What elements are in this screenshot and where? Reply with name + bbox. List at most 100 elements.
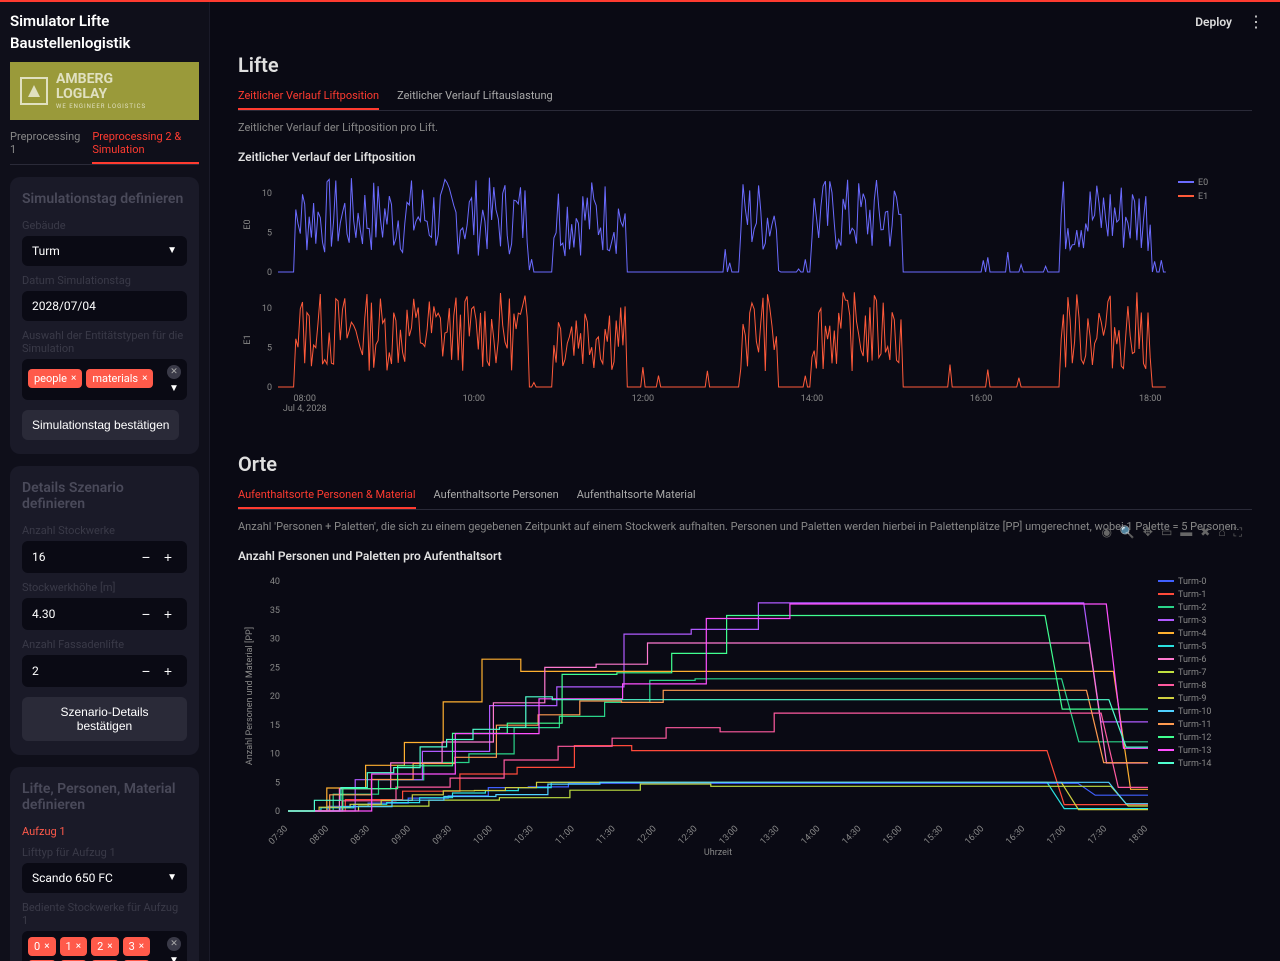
svg-text:Turm-7: Turm-7 (1178, 668, 1206, 678)
remove-tag-icon[interactable]: × (107, 941, 112, 952)
decrement-button[interactable]: − (137, 549, 155, 565)
height-value: 4.30 (32, 607, 133, 621)
pan-icon[interactable]: ✥ (1143, 525, 1153, 540)
svg-text:14:30: 14:30 (841, 824, 864, 847)
chevron-down-icon[interactable]: ▼ (169, 383, 179, 394)
floor-tag[interactable]: 1 × (60, 937, 88, 956)
floor-tag-input[interactable]: 0 ×1 ×2 ×3 ×4 ×5 ×6 ×7 ×8 ×9 ×10 ×11 ×12… (22, 931, 187, 961)
deploy-button[interactable]: Deploy (1195, 15, 1232, 29)
increment-button[interactable]: + (159, 606, 177, 622)
home-icon[interactable]: ⌂ (1218, 525, 1225, 540)
svg-text:12:00: 12:00 (636, 824, 659, 847)
floor-tag[interactable]: 2 × (91, 937, 119, 956)
increment-button[interactable]: + (159, 549, 177, 565)
svg-text:16:00: 16:00 (963, 824, 986, 847)
svg-text:0: 0 (275, 807, 280, 817)
date-value: 2028/07/04 (32, 299, 96, 313)
confirm-simulationstag-button[interactable]: Simulationstag bestätigen (22, 410, 179, 440)
kebab-menu-icon[interactable]: ⋮ (1248, 12, 1264, 31)
svg-text:5: 5 (267, 343, 272, 353)
entity-tag[interactable]: people × (28, 369, 82, 388)
svg-text:Turm-10: Turm-10 (1178, 707, 1211, 717)
svg-text:20: 20 (270, 692, 280, 702)
sidebar-tab-preprocessing2[interactable]: Preprocessing 2 & Simulation (92, 130, 199, 164)
svg-text:13:00: 13:00 (718, 824, 741, 847)
svg-text:16:00: 16:00 (970, 394, 992, 404)
svg-text:Turm-8: Turm-8 (1178, 681, 1206, 691)
svg-text:13:30: 13:30 (759, 824, 782, 847)
autoscale-icon[interactable]: ✖ (1200, 525, 1210, 540)
height-input[interactable]: 4.30 − + (22, 598, 187, 630)
section-desc: Zeitlicher Verlauf der Liftposition pro … (238, 121, 1252, 134)
brand-logo: AMBERG LOGLAY WE ENGINEER LOGISTICS (10, 62, 199, 120)
svg-text:Turm-3: Turm-3 (1178, 616, 1206, 626)
svg-text:Turm-0: Turm-0 (1178, 577, 1206, 587)
remove-tag-icon[interactable]: × (139, 941, 144, 952)
remove-tag-icon[interactable]: × (44, 941, 49, 952)
sidebar-tabs: Preprocessing 1 Preprocessing 2 & Simula… (10, 130, 199, 165)
svg-text:Jul 4, 2028: Jul 4, 2028 (283, 404, 327, 412)
lifttype-value: Scando 650 FC (32, 871, 113, 885)
svg-text:11:30: 11:30 (595, 824, 618, 847)
decrement-button[interactable]: − (137, 606, 155, 622)
floor-tag[interactable]: 0 × (28, 937, 56, 956)
clear-tags-icon[interactable]: ✕ (167, 937, 181, 951)
sidebar-tab-preprocessing1[interactable]: Preprocessing 1 (10, 130, 80, 164)
svg-text:5: 5 (275, 778, 280, 788)
svg-text:07:30: 07:30 (267, 824, 290, 847)
field-label-date: Datum Simulationstag (22, 274, 187, 287)
topbar: Deploy ⋮ (210, 2, 1280, 41)
increment-button[interactable]: + (159, 663, 177, 679)
svg-text:09:00: 09:00 (390, 824, 413, 847)
svg-text:10:00: 10:00 (463, 394, 485, 404)
floors-input[interactable]: 16 − + (22, 541, 187, 573)
building-select[interactable]: Turm ▼ (22, 236, 187, 266)
panel-simulationstag: Simulationstag definieren Gebäude Turm ▼… (10, 177, 199, 454)
logo-tagline: WE ENGINEER LOGISTICS (56, 103, 146, 110)
svg-text:08:30: 08:30 (349, 824, 372, 847)
field-label-lifttype: Lifttyp für Aufzug 1 (22, 846, 187, 859)
entity-tag-input[interactable]: people ×materials × ✕ ▼ (22, 359, 187, 400)
building-value: Turm (32, 244, 60, 258)
camera-icon[interactable]: ◉ (1101, 525, 1111, 540)
svg-text:17:00: 17:00 (1045, 824, 1068, 847)
entity-tag[interactable]: materials × (86, 369, 153, 388)
svg-text:18:00: 18:00 (1139, 394, 1161, 404)
tab-material[interactable]: Aufenthaltsorte Material (577, 488, 696, 509)
svg-text:Turm-12: Turm-12 (1178, 733, 1211, 743)
svg-text:15: 15 (270, 721, 280, 731)
clear-tags-icon[interactable]: ✕ (167, 365, 181, 379)
remove-tag-icon[interactable]: × (76, 941, 81, 952)
svg-text:Turm-2: Turm-2 (1178, 603, 1206, 613)
remove-tag-icon[interactable]: × (71, 373, 76, 384)
date-input[interactable]: 2028/07/04 (22, 291, 187, 321)
tab-personen-material[interactable]: Aufenthaltsorte Personen & Material (238, 488, 416, 509)
tab-personen[interactable]: Aufenthaltsorte Personen (434, 488, 559, 509)
decrement-button[interactable]: − (137, 663, 155, 679)
app-subtitle: Baustellenlogistik (10, 34, 199, 52)
svg-text:Turm-5: Turm-5 (1178, 642, 1206, 652)
fullscreen-icon[interactable]: ⛶ (1234, 525, 1242, 540)
tab-liftauslastung[interactable]: Zeitlicher Verlauf Liftauslastung (397, 89, 553, 110)
svg-text:11:00: 11:00 (554, 824, 577, 847)
svg-text:10:00: 10:00 (472, 824, 495, 847)
floor-tag[interactable]: 3 × (123, 937, 151, 956)
box-select-icon[interactable]: ▭ (1161, 525, 1172, 540)
zoom-icon[interactable]: 🔍 (1120, 525, 1135, 540)
lifte-subtabs: Zeitlicher Verlauf Liftposition Zeitlich… (238, 89, 1252, 111)
svg-text:09:30: 09:30 (431, 824, 454, 847)
svg-text:Turm-11: Turm-11 (1178, 720, 1211, 730)
svg-text:10: 10 (262, 304, 272, 314)
svg-text:12:00: 12:00 (632, 394, 654, 404)
remove-tag-icon[interactable]: × (142, 373, 147, 384)
confirm-scenario-button[interactable]: Szenario-Details bestätigen (22, 697, 187, 741)
lifttype-select[interactable]: Scando 650 FC ▼ (22, 863, 187, 893)
lasso-icon[interactable]: ▬ (1180, 525, 1192, 540)
chevron-down-icon[interactable]: ▼ (169, 955, 179, 961)
section-lifte: Lifte Zeitlicher Verlauf Liftposition Ze… (210, 41, 1280, 440)
svg-text:08:00: 08:00 (308, 824, 331, 847)
lifts-input[interactable]: 2 − + (22, 655, 187, 687)
tab-liftposition[interactable]: Zeitlicher Verlauf Liftposition (238, 89, 379, 110)
svg-text:Turm-9: Turm-9 (1178, 694, 1206, 704)
svg-text:25: 25 (270, 663, 280, 673)
